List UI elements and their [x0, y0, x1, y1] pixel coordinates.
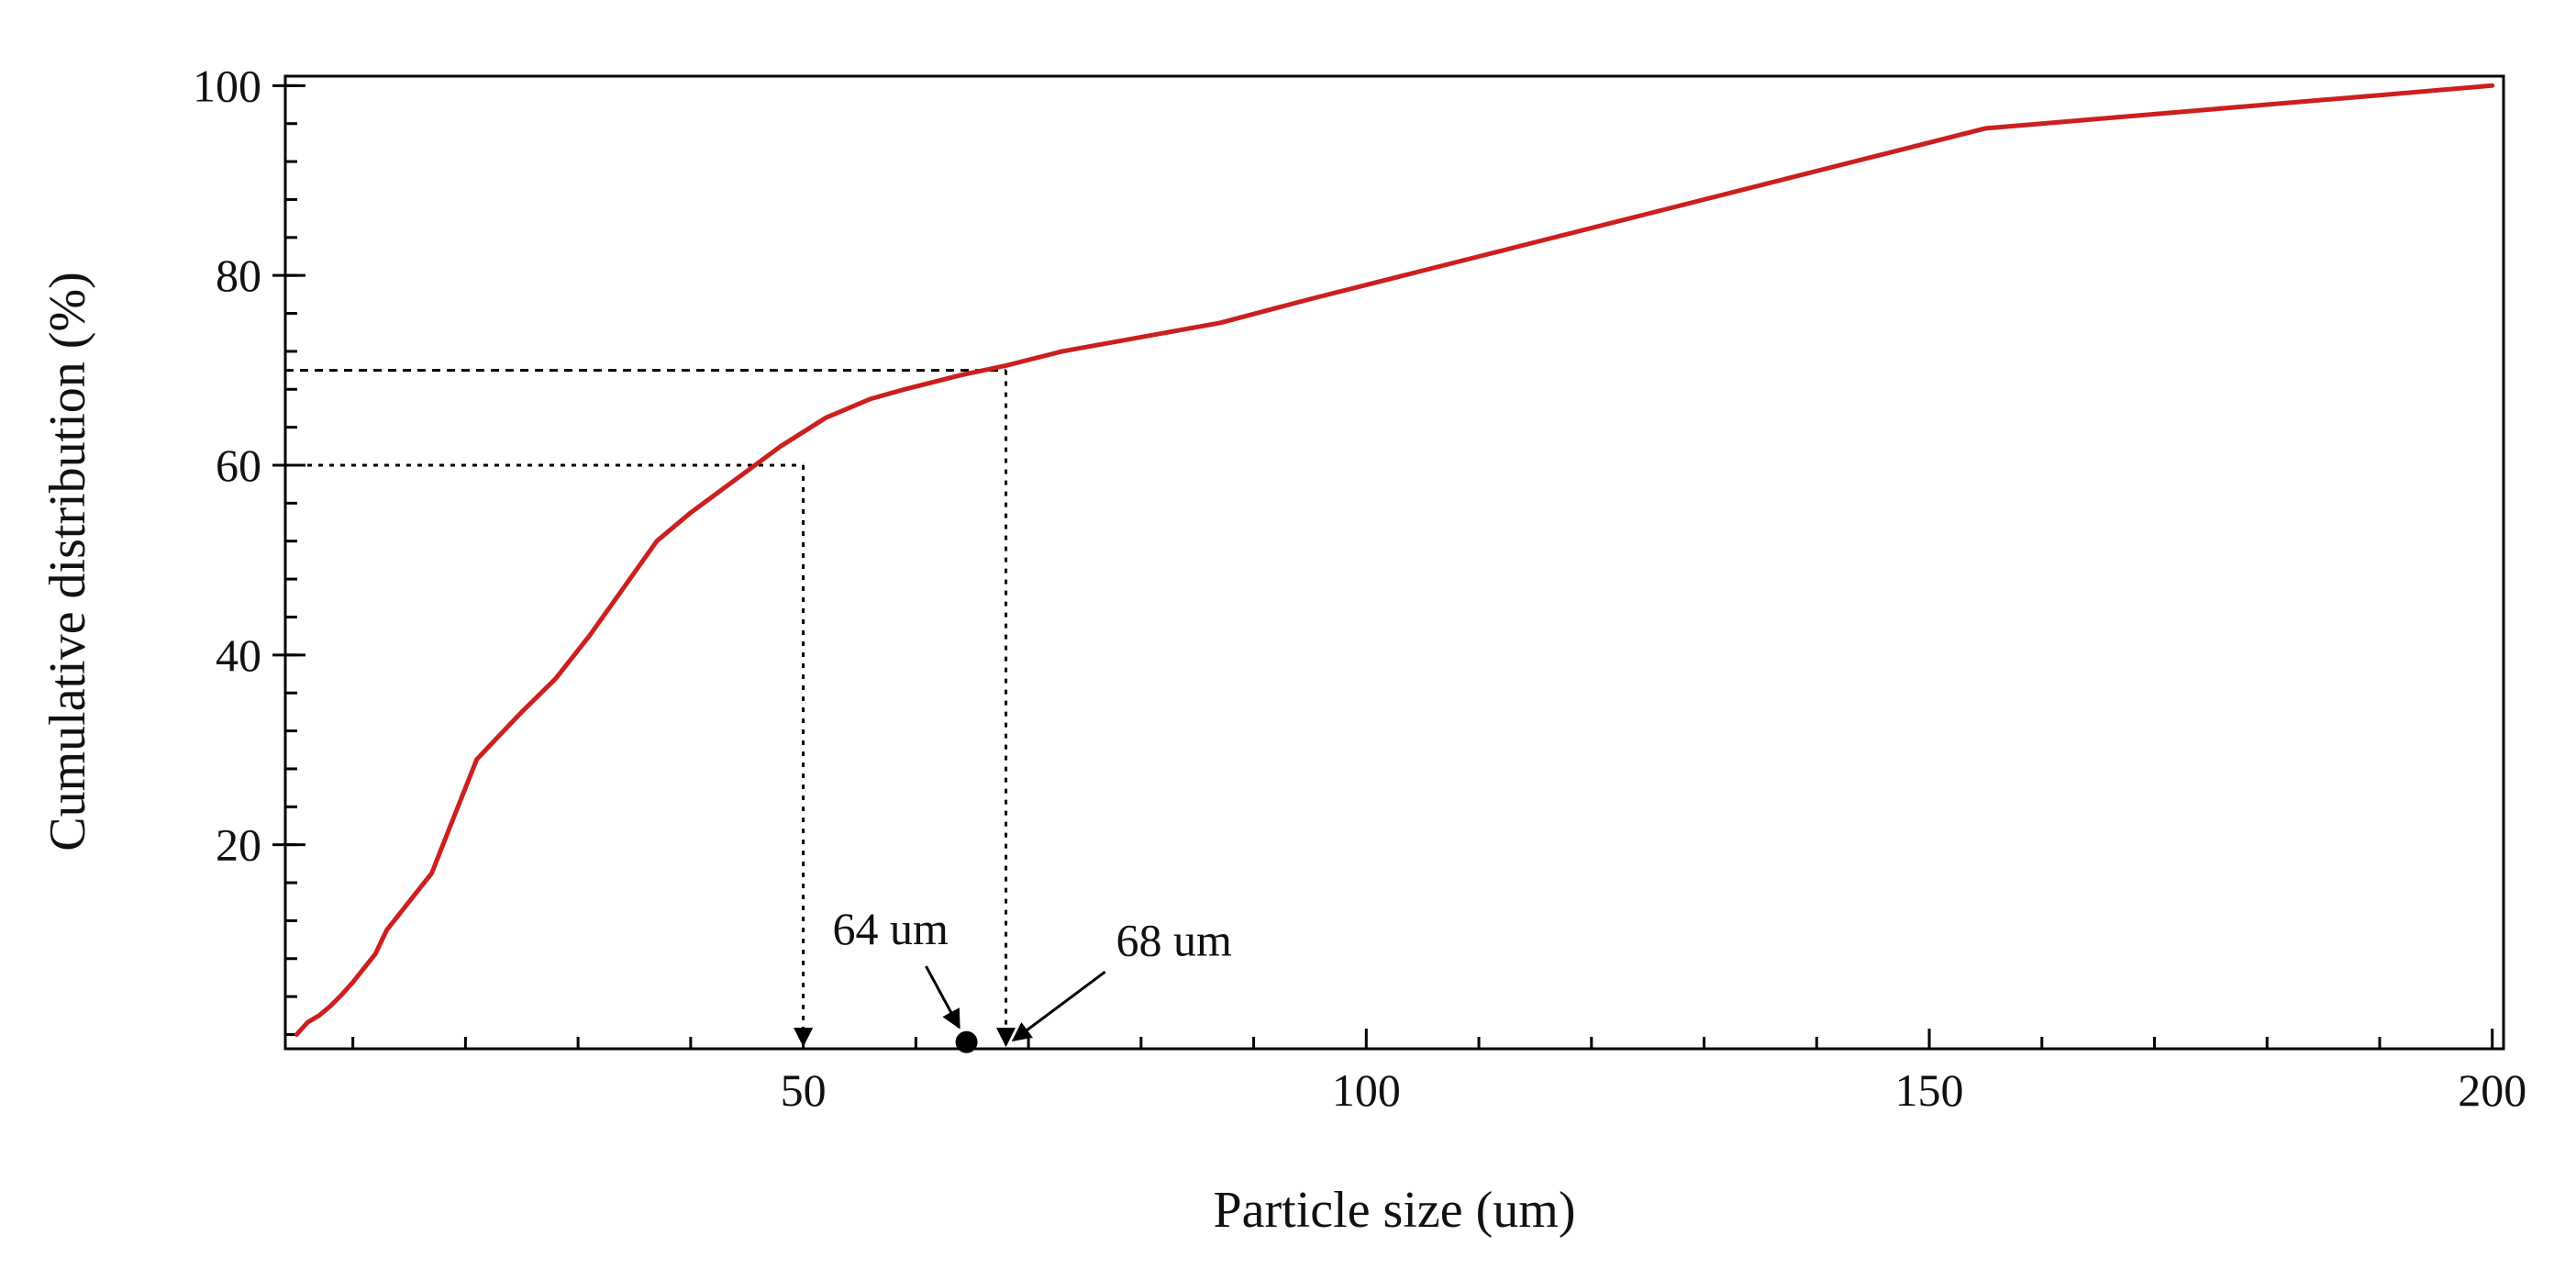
y-tick-label: 100 [193, 60, 261, 111]
y-tick-label: 20 [216, 819, 261, 871]
annotation-arrow-64um [925, 965, 960, 1030]
x-tick-label: 50 [781, 1064, 827, 1116]
cumulative-distribution-line [294, 83, 2495, 1037]
x-tick-label: 200 [2458, 1064, 2526, 1116]
y-axis-title: Cumulative distribution (%) [39, 272, 96, 851]
y-tick-label: 80 [216, 250, 261, 301]
y-tick-label: 60 [216, 440, 261, 491]
annotation-arrow-68um [1011, 971, 1106, 1042]
plot-frame [283, 74, 2505, 1051]
median-marker-dot [955, 1030, 978, 1053]
x-axis-title: Particle size (um) [1214, 1182, 1576, 1239]
x-tick-label: 150 [1895, 1064, 1964, 1116]
y-tick-label: 40 [216, 629, 261, 681]
annotation-64um: 64 um [832, 903, 949, 954]
annotation-68um: 68 um [1116, 915, 1233, 966]
x-tick-label: 100 [1332, 1064, 1401, 1116]
